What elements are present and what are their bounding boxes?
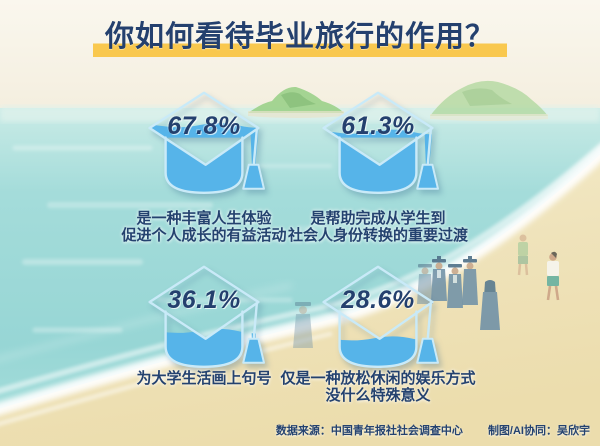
island-right bbox=[430, 80, 548, 121]
stat-description: 是一种丰富人生体验 促进个人成长的有益活动 bbox=[121, 210, 287, 244]
stat-value: 28.6% bbox=[341, 286, 415, 314]
beach-sand bbox=[0, 154, 600, 446]
credit-label: 制图/AI协同：吴欣宇 bbox=[487, 425, 590, 437]
footer-credits: 数据来源：中国青年报社社会调查中心 制图/AI协同：吴欣宇 bbox=[276, 422, 590, 438]
tassel-icon bbox=[416, 163, 439, 190]
graduate-figure bbox=[431, 256, 447, 301]
stat-value: 36.1% bbox=[167, 286, 241, 314]
island-left bbox=[248, 86, 344, 118]
cap-board bbox=[322, 91, 434, 166]
walking-figure bbox=[517, 234, 529, 276]
graduate-figure bbox=[447, 264, 463, 308]
stat-description: 为大学生活画上句号 bbox=[136, 370, 272, 387]
title-bar: 你如何看待毕业旅行的作用？ bbox=[0, 20, 600, 57]
walking-figure bbox=[546, 251, 560, 301]
cap-board bbox=[322, 265, 434, 340]
graduate-figure bbox=[293, 302, 313, 348]
tassel-cord bbox=[252, 128, 258, 168]
stat-value: 67.8% bbox=[167, 112, 241, 140]
tassel-cord bbox=[426, 128, 432, 168]
tassel-icon bbox=[242, 163, 265, 190]
graduate-figure bbox=[480, 280, 500, 330]
beach-people bbox=[293, 234, 560, 348]
cap-crown bbox=[338, 136, 418, 194]
graduation-cap-icon bbox=[322, 91, 439, 194]
graduation-cap-icon bbox=[322, 265, 439, 368]
page-title: 你如何看待毕业旅行的作用？ bbox=[92, 20, 507, 57]
stat-description: 是帮助完成从学生到 社会人身份转换的重要过渡 bbox=[287, 210, 469, 244]
stat-description: 仅是一种放松休闲的娱乐方式 没什么特殊意义 bbox=[280, 370, 476, 404]
shoreline-foam bbox=[0, 143, 600, 427]
tassel-icon bbox=[416, 337, 439, 364]
tassel-icon bbox=[242, 337, 265, 364]
cap-crown bbox=[338, 310, 418, 368]
graduation-cap-icon bbox=[148, 265, 265, 368]
graduate-figure bbox=[462, 256, 478, 305]
tassel-cord bbox=[252, 302, 258, 342]
tassel-cord bbox=[426, 302, 432, 342]
graduation-cap-icon bbox=[148, 91, 265, 194]
cap-board bbox=[148, 91, 260, 166]
graduate-figure bbox=[417, 264, 433, 304]
cap-crown bbox=[164, 136, 244, 194]
data-source-label: 数据来源：中国青年报社社会调查中心 bbox=[275, 425, 463, 437]
cap-board bbox=[148, 265, 260, 340]
cap-crown bbox=[164, 310, 244, 368]
stat-value: 61.3% bbox=[341, 112, 415, 140]
